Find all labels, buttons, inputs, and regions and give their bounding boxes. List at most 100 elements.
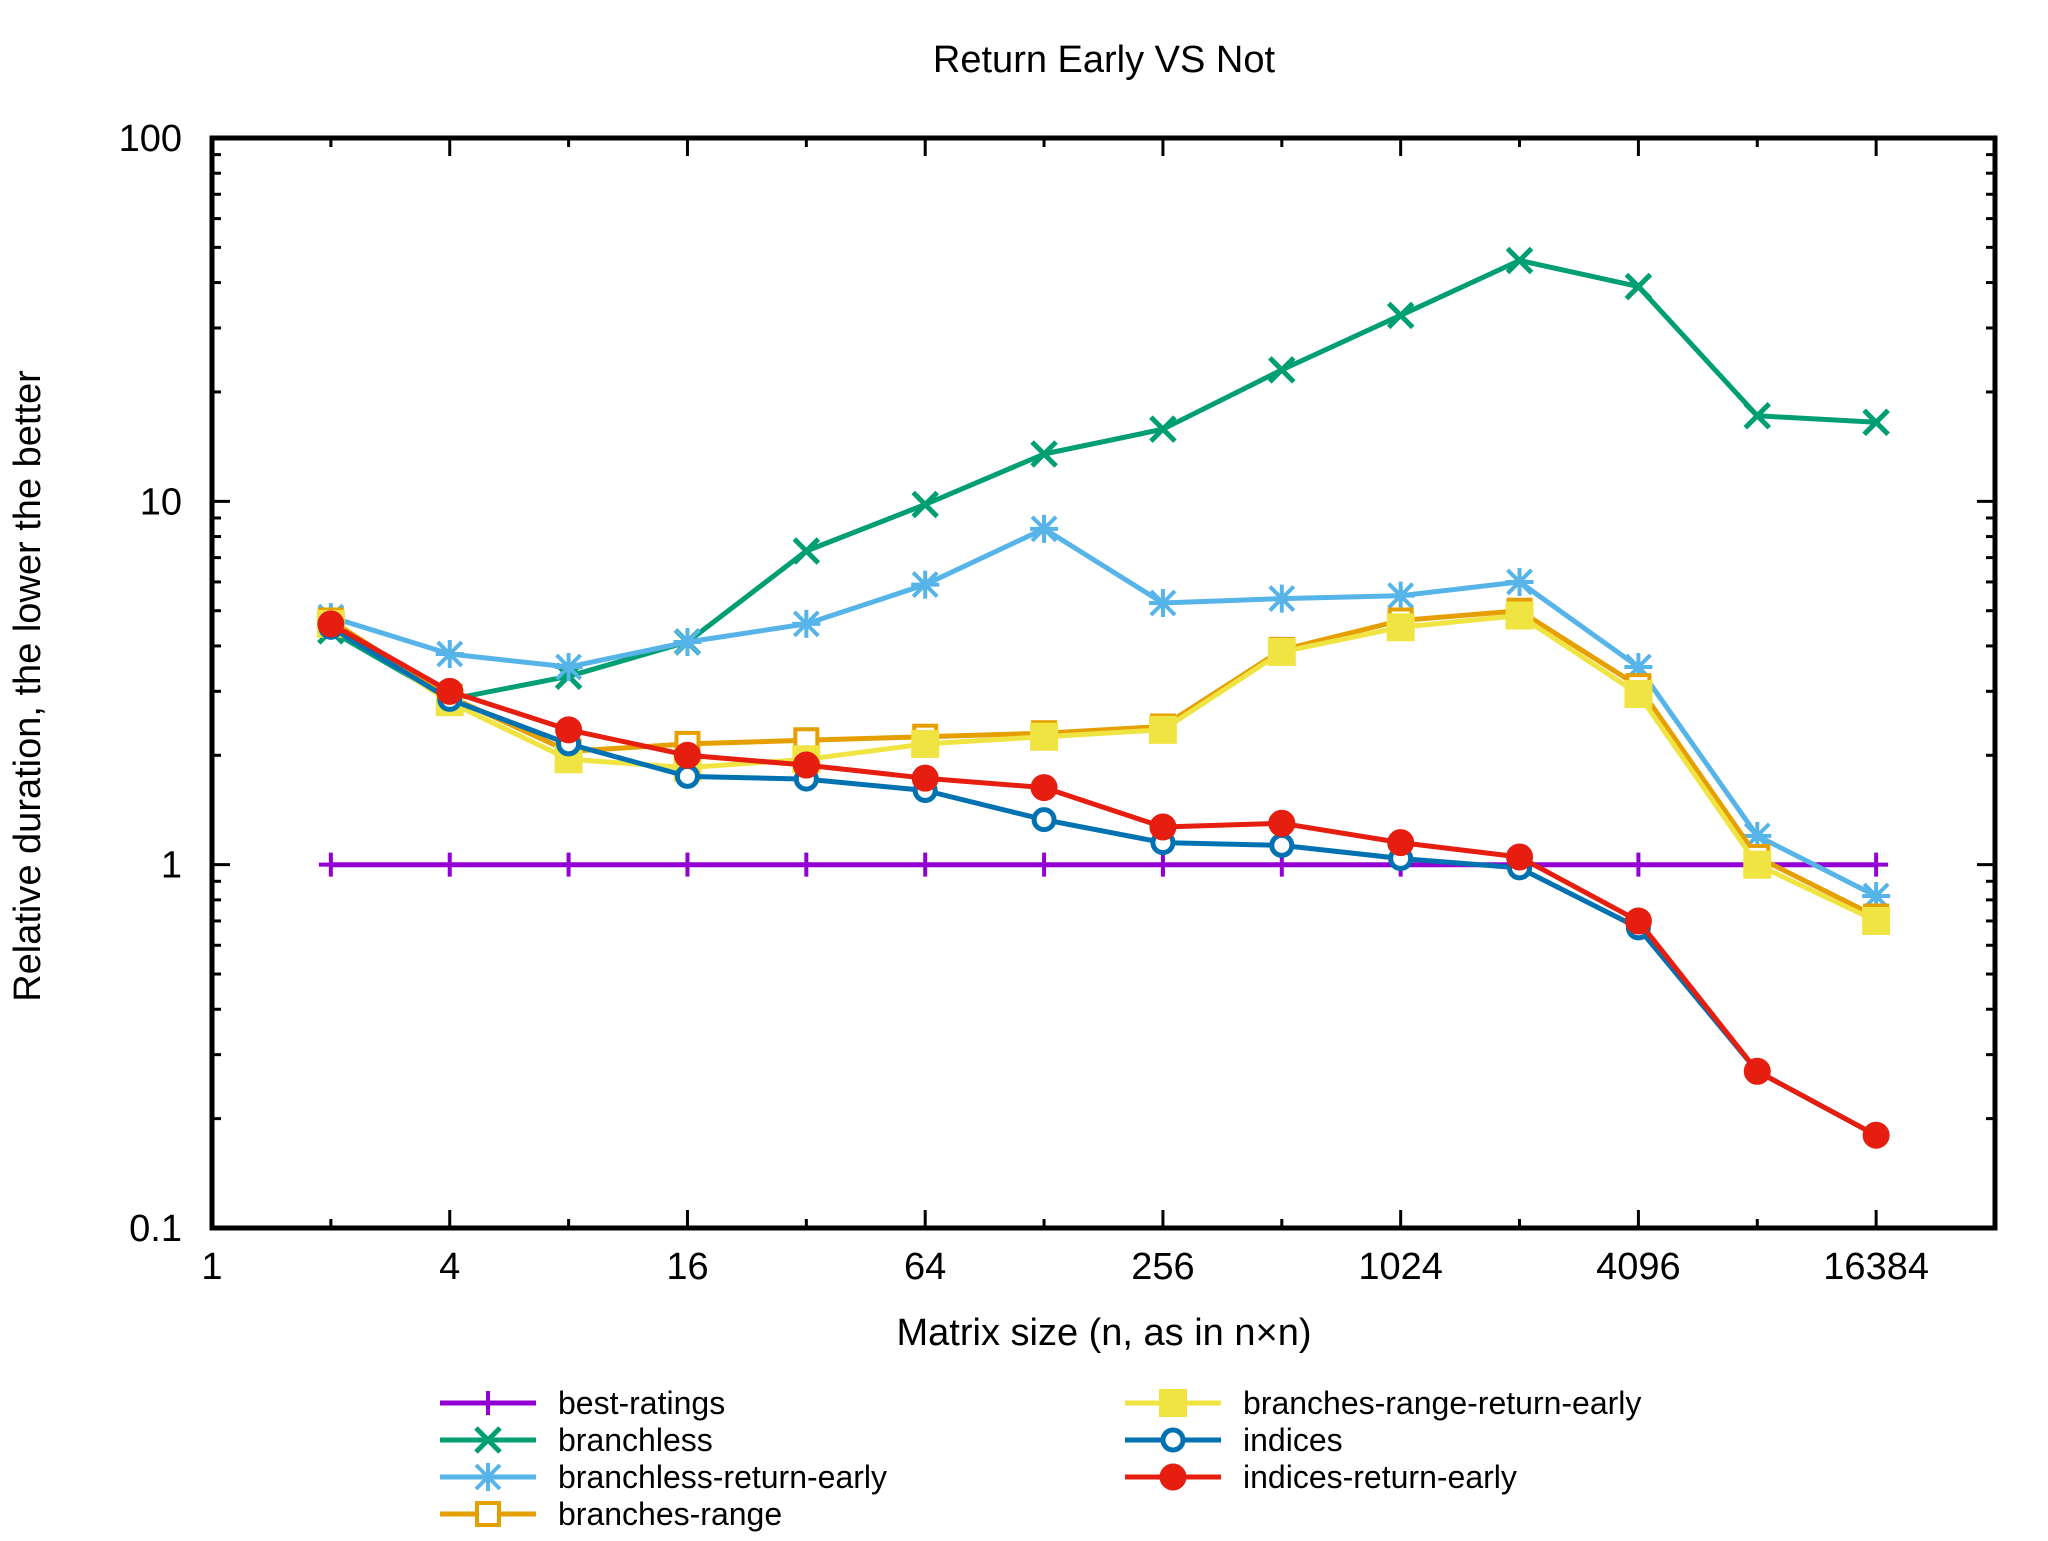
- data-point: [1743, 1057, 1771, 1085]
- legend-item: branchless: [440, 1422, 713, 1458]
- series-line: [329, 613, 1878, 924]
- data-point: [1030, 514, 1059, 543]
- x-tick-label: 4096: [1596, 1246, 1681, 1288]
- data-point: [1268, 356, 1296, 384]
- x-tick-label: 1: [201, 1246, 222, 1288]
- data-point: [1032, 852, 1057, 877]
- series-line: [330, 526, 1878, 899]
- data-point: [1624, 652, 1653, 681]
- series-branchless-return-early: [316, 514, 1891, 910]
- series-indices-return-early: [317, 610, 1890, 1149]
- data-point: [792, 751, 820, 779]
- x-tick-label: 256: [1131, 1246, 1194, 1288]
- data-point: [911, 570, 940, 599]
- legend-label: indices: [1243, 1422, 1343, 1458]
- data-point: [318, 852, 343, 877]
- legend-marker: [475, 1501, 501, 1527]
- series-line: [329, 625, 1878, 1138]
- data-point: [792, 537, 821, 565]
- data-point: [436, 677, 464, 705]
- data-point: [1624, 907, 1652, 935]
- data-point: [1267, 584, 1296, 613]
- y-tick-label: 1: [161, 845, 182, 887]
- data-point: [556, 852, 581, 877]
- data-point: [1743, 401, 1772, 430]
- x-tick-label: 1024: [1358, 1246, 1443, 1288]
- legend-item: branchless-return-early: [440, 1459, 887, 1495]
- x-tick-label: 4: [439, 1246, 460, 1288]
- data-point: [1030, 440, 1058, 468]
- data-point: [435, 640, 464, 669]
- data-point: [1862, 881, 1891, 910]
- legend-item: branches-range: [440, 1496, 782, 1532]
- legend-marker: [1159, 1389, 1187, 1417]
- data-point: [1269, 832, 1295, 858]
- legend-marker: [474, 1426, 502, 1454]
- legend: best-ratingsbranchlessbranchless-return-…: [440, 1385, 1641, 1532]
- legend-label: branchless: [558, 1422, 713, 1458]
- legend-item: indices: [1125, 1422, 1343, 1458]
- series-line: [329, 621, 1878, 1138]
- legend-marker: [1160, 1427, 1186, 1453]
- legend-marker: [476, 1391, 500, 1415]
- chart-title: Return Early VS Not: [933, 39, 1276, 81]
- data-point: [437, 852, 462, 877]
- data-point: [1743, 821, 1772, 850]
- data-point: [1505, 567, 1534, 596]
- data-point: [317, 610, 345, 638]
- data-point: [1862, 906, 1891, 935]
- data-point: [674, 763, 700, 789]
- plot-border: [209, 135, 1998, 1231]
- data-point: [1148, 715, 1177, 744]
- data-point: [794, 852, 819, 877]
- data-point: [1030, 774, 1058, 802]
- data-point: [1862, 408, 1890, 437]
- legend-item: best-ratings: [440, 1385, 725, 1421]
- data-point: [1386, 581, 1415, 610]
- x-tick-label: 64: [904, 1246, 946, 1288]
- data-point: [911, 490, 939, 519]
- x-axis-label: Matrix size (n, as in n×n): [897, 1312, 1312, 1354]
- x-tick-label: 16: [666, 1246, 708, 1288]
- data-point: [673, 628, 702, 657]
- data-point: [1386, 613, 1415, 642]
- data-point: [1267, 637, 1296, 666]
- data-point: [913, 852, 938, 877]
- legend-item: branches-range-return-early: [1125, 1385, 1641, 1421]
- x-tick-label: 16384: [1823, 1246, 1929, 1288]
- data-point: [1387, 829, 1415, 857]
- legend-marker: [1159, 1463, 1187, 1491]
- data-point: [1030, 722, 1059, 751]
- y-tick-label: 10: [140, 481, 182, 523]
- data-point: [911, 729, 940, 758]
- data-point: [1031, 807, 1057, 833]
- data-point: [1506, 843, 1534, 871]
- legend-item: indices-return-early: [1125, 1459, 1517, 1495]
- series-line: [329, 258, 1877, 702]
- y-tick-label: 0.1: [129, 1208, 182, 1250]
- legend-label: branches-range-return-early: [1243, 1385, 1641, 1421]
- data-point: [1149, 415, 1177, 443]
- y-tick-label: 100: [119, 118, 182, 160]
- data-point: [1743, 850, 1772, 879]
- data-point: [1268, 809, 1296, 837]
- legend-label: branchless-return-early: [558, 1459, 887, 1495]
- legend-label: branches-range: [558, 1496, 782, 1532]
- data-point: [1150, 852, 1175, 877]
- y-axis-label: Relative duration, the lower the better: [7, 370, 49, 1002]
- legend-label: best-ratings: [558, 1385, 725, 1421]
- data-point: [1505, 246, 1534, 275]
- plot-area: 1 4 16 64 256 1024 4096 16384 0.1 1 10 100: [119, 118, 1998, 1288]
- data-point: [1624, 272, 1653, 301]
- data-point: [1864, 852, 1889, 877]
- data-point: [554, 652, 583, 681]
- legend-label: indices-return-early: [1243, 1459, 1517, 1495]
- data-point: [911, 764, 939, 792]
- data-point: [1149, 813, 1177, 841]
- data-point: [792, 609, 821, 638]
- data-point: [1626, 852, 1651, 877]
- data-point: [675, 852, 700, 877]
- data-point: [555, 716, 583, 744]
